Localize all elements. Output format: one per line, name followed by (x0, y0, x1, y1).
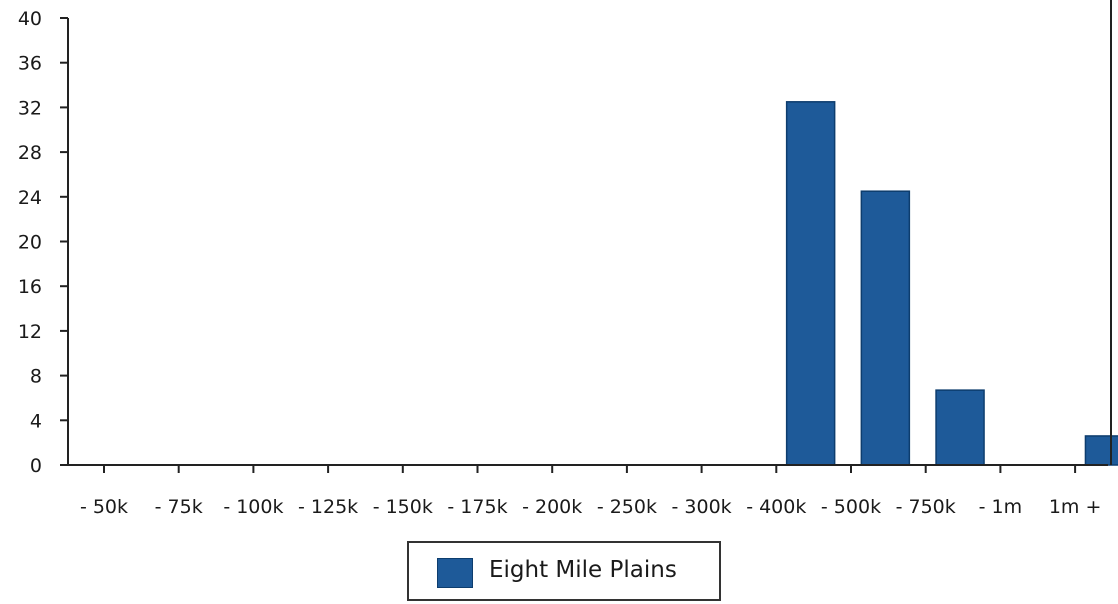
x-tick-label: - 100k (223, 496, 283, 518)
x-tick-label: - 750k (896, 496, 956, 518)
y-tick-label: 12 (18, 321, 42, 343)
x-tick-label: - 300k (672, 496, 732, 518)
x-tick-label: - 175k (447, 496, 507, 518)
y-tick-label: 20 (18, 232, 42, 254)
bar (1084, 435, 1118, 466)
x-tick-label: - 1m (979, 496, 1023, 518)
x-tick-label: - 500k (821, 496, 881, 518)
y-tick-label: 0 (30, 455, 42, 477)
y-tick-label: 32 (18, 97, 42, 119)
y-tick-label: 36 (18, 53, 42, 75)
x-tick-label: - 150k (373, 496, 433, 518)
x-tick-label: - 200k (522, 496, 582, 518)
y-tick-label: 16 (18, 276, 42, 298)
legend-label: Eight Mile Plains (489, 557, 677, 583)
x-tick-label: - 400k (746, 496, 806, 518)
y-axis-ticks: 0 4 8 12 16 20 24 28 32 36 40 (18, 8, 68, 477)
y-tick-label: 4 (30, 410, 42, 432)
x-tick-label: 1m + (1049, 496, 1102, 518)
x-tick-label: - 50k (80, 496, 128, 518)
legend: Eight Mile Plains (407, 541, 721, 601)
chart: 0 4 8 12 16 20 24 28 32 36 40 - 50k - 75k - 100k - 12… (18, 0, 1118, 518)
y-tick-label: 40 (18, 8, 42, 30)
bar (860, 190, 911, 466)
x-tick-label: - 250k (597, 496, 657, 518)
x-axis-ticks: - 50k - 75k - 100k - 125k - 150k - 175k - 200k… (80, 465, 1101, 518)
x-tick-label: - 75k (155, 496, 203, 518)
y-tick-label: 28 (18, 142, 42, 164)
x-tick-label: - 125k (298, 496, 358, 518)
bars (785, 101, 1118, 466)
bar (785, 101, 836, 466)
bar (935, 389, 985, 466)
y-tick-label: 8 (30, 366, 42, 388)
y-tick-label: 24 (18, 187, 42, 209)
legend-swatch (437, 558, 473, 588)
